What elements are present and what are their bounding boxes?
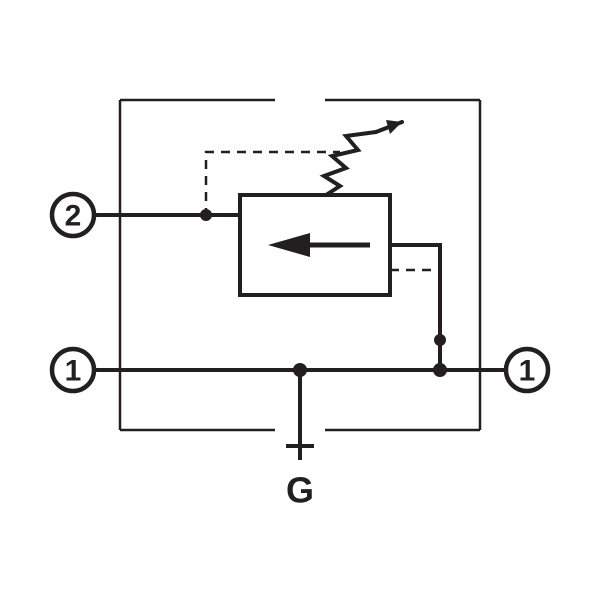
port-g-label: G bbox=[286, 470, 314, 511]
spring-adjust-arrowhead bbox=[386, 120, 402, 134]
schematic-layer: 2 1 1 G bbox=[52, 100, 548, 511]
spring-icon bbox=[324, 132, 376, 195]
pilot-line-upper bbox=[206, 152, 340, 215]
junction-dot bbox=[293, 363, 307, 377]
port-1-left: 1 bbox=[52, 349, 94, 391]
port-2: 2 bbox=[52, 194, 94, 236]
port-label: 1 bbox=[65, 355, 82, 388]
pilot-line-lower bbox=[390, 270, 440, 370]
line-valve-to-1 bbox=[390, 245, 440, 370]
hydraulic-schematic: 2 1 1 G bbox=[0, 0, 600, 600]
port-label: 2 bbox=[65, 200, 82, 233]
junction-dot bbox=[433, 363, 447, 377]
port-label: 1 bbox=[519, 355, 536, 388]
junction-dot bbox=[434, 334, 446, 346]
port-1-right: 1 bbox=[506, 349, 548, 391]
valve-arrow-head bbox=[268, 233, 310, 257]
junction-dot bbox=[200, 209, 212, 221]
